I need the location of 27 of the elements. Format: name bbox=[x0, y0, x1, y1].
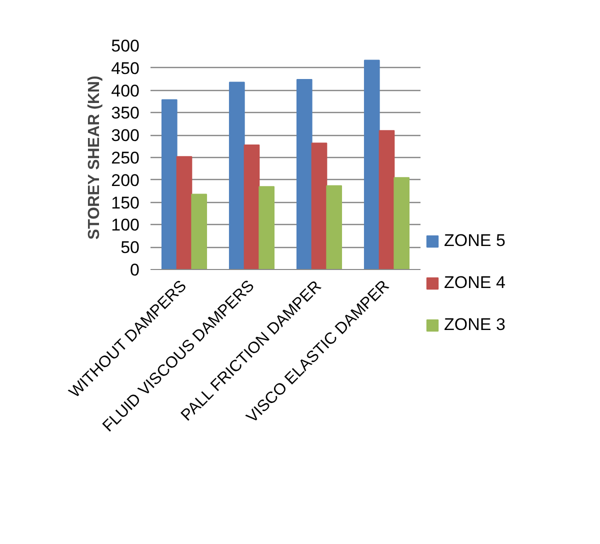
bar bbox=[311, 142, 328, 270]
bar bbox=[191, 194, 208, 270]
y-tick-label: 250 bbox=[111, 148, 140, 168]
bar bbox=[296, 79, 312, 270]
y-tick-label: 500 bbox=[111, 36, 140, 56]
legend-label: ZONE 5 bbox=[444, 231, 506, 251]
bar bbox=[326, 185, 342, 270]
y-tick-label: 450 bbox=[111, 58, 140, 78]
y-tick-label: 300 bbox=[111, 126, 140, 146]
legend-label: ZONE 3 bbox=[444, 315, 506, 335]
y-tick-label: 400 bbox=[111, 81, 140, 100]
y-tick-label: 200 bbox=[111, 170, 140, 190]
bar bbox=[258, 186, 275, 270]
bar bbox=[394, 177, 410, 270]
y-tick-label: 50 bbox=[120, 238, 140, 258]
y-tick-label: 0 bbox=[130, 260, 140, 280]
bar bbox=[228, 82, 245, 270]
bar bbox=[364, 60, 380, 270]
bar bbox=[176, 156, 192, 270]
bar bbox=[244, 144, 260, 270]
bar bbox=[378, 130, 395, 270]
y-axis-title: STOREY SHEAR (KN) bbox=[86, 76, 104, 240]
bar bbox=[161, 99, 178, 270]
y-tick-label: 350 bbox=[111, 104, 140, 123]
legend-label: ZONE 4 bbox=[444, 273, 506, 293]
y-tick-label: 100 bbox=[111, 216, 140, 235]
y-tick-label: 150 bbox=[111, 193, 140, 212]
